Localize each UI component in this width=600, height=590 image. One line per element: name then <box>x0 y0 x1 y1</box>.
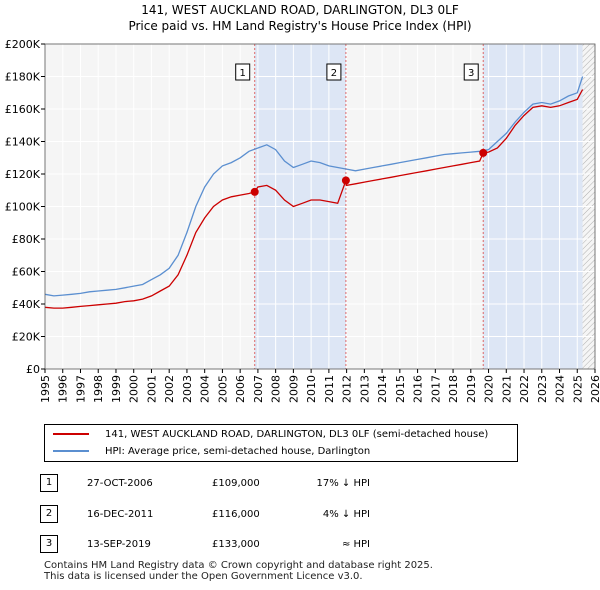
x-tick-label: 2019 <box>465 375 478 403</box>
legend-line-hpi <box>53 450 89 452</box>
x-tick-label: 2011 <box>323 375 336 403</box>
x-tick-label: 2026 <box>589 375 600 403</box>
transaction-date: 16-DEC-2011 <box>87 509 154 520</box>
x-tick-label: 2015 <box>394 375 407 403</box>
transaction-date: 27-OCT-2006 <box>87 478 153 489</box>
x-tick-label: 2024 <box>554 375 567 403</box>
sale-marker-label: 3 <box>468 68 474 79</box>
x-tick-label: 2002 <box>163 375 176 403</box>
legend-line-property <box>53 433 89 435</box>
x-tick-label: 2023 <box>536 375 549 403</box>
transaction-row: 3 13-SEP-2019 £133,000 ≈ HPI <box>40 535 540 553</box>
transaction-number: 2 <box>40 505 58 523</box>
y-tick-label: £140K <box>5 136 41 149</box>
y-tick-label: £120K <box>5 168 41 181</box>
transaction-price: £133,000 <box>212 539 260 550</box>
y-tick-label: £40K <box>12 298 41 311</box>
x-tick-label: 2010 <box>305 375 318 403</box>
sale-point <box>341 176 350 185</box>
x-tick-label: 1995 <box>39 375 52 403</box>
x-tick-label: 2013 <box>358 375 371 403</box>
transaction-hpi-diff: 4% ↓ HPI <box>322 509 370 520</box>
x-tick-label: 2006 <box>234 375 247 403</box>
sale-marker-label: 2 <box>331 68 337 79</box>
footer-copyright: Contains HM Land Registry data © Crown c… <box>44 560 433 571</box>
y-tick-label: £0 <box>26 363 40 376</box>
legend: 141, WEST AUCKLAND ROAD, DARLINGTON, DL3… <box>44 424 518 462</box>
x-tick-label: 2020 <box>483 375 496 403</box>
x-tick-label: 2005 <box>216 375 229 403</box>
x-tick-label: 2016 <box>412 375 425 403</box>
y-tick-label: £100K <box>5 201 41 214</box>
x-tick-label: 2008 <box>270 375 283 403</box>
series-line-hpi <box>44 76 584 297</box>
y-tick-label: £200K <box>5 38 41 51</box>
transaction-hpi-diff: ≈ HPI <box>341 539 370 550</box>
x-tick-label: 2004 <box>199 375 212 403</box>
x-tick-label: 1997 <box>74 375 87 403</box>
transaction-row: 1 27-OCT-2006 £109,000 17% ↓ HPI <box>40 474 540 492</box>
sale-marker-box <box>326 63 342 81</box>
x-tick-label: 2007 <box>252 375 265 403</box>
legend-item-property: 141, WEST AUCKLAND ROAD, DARLINGTON, DL3… <box>53 427 488 443</box>
legend-label-property: 141, WEST AUCKLAND ROAD, DARLINGTON, DL3… <box>105 429 489 440</box>
sale-marker-box <box>463 63 479 81</box>
transaction-date: 13-SEP-2019 <box>87 539 151 550</box>
legend-item-hpi: HPI: Average price, semi-detached house,… <box>53 444 370 460</box>
x-tick-label: 2009 <box>287 375 300 403</box>
transaction-hpi-diff: 17% ↓ HPI <box>316 478 370 489</box>
x-tick-label: 2025 <box>571 375 584 403</box>
y-tick-label: £180K <box>5 71 41 84</box>
sale-point <box>250 187 259 196</box>
y-tick-label: £80K <box>12 233 41 246</box>
x-tick-label: 2018 <box>447 375 460 403</box>
x-tick-label: 1996 <box>57 375 70 403</box>
y-tick-label: £20K <box>12 331 41 344</box>
transaction-price: £116,000 <box>212 509 260 520</box>
sale-marker-box <box>235 63 251 81</box>
x-tick-label: 1999 <box>110 375 123 403</box>
y-tick-label: £160K <box>5 103 41 116</box>
x-tick-label: 2021 <box>500 375 513 403</box>
legend-label-hpi: HPI: Average price, semi-detached house,… <box>105 446 371 457</box>
x-tick-label: 2003 <box>181 375 194 403</box>
sale-marker-label: 1 <box>240 68 246 79</box>
x-tick-label: 2017 <box>429 375 442 403</box>
x-tick-label: 2001 <box>145 375 158 403</box>
x-tick-label: 2014 <box>376 375 389 403</box>
x-tick-label: 2022 <box>518 375 531 403</box>
chart-title: 141, WEST AUCKLAND ROAD, DARLINGTON, DL3… <box>141 3 459 17</box>
sale-point <box>479 148 488 157</box>
transaction-price: £109,000 <box>212 478 260 489</box>
footer-licence: This data is licensed under the Open Gov… <box>44 571 363 582</box>
transaction-number: 3 <box>40 535 58 553</box>
price-chart: 1 2 3 £0 £20K £40K £60K £80K £100K £120K £140K £160… <box>5 38 600 403</box>
transaction-row: 2 16-DEC-2011 £116,000 4% ↓ HPI <box>40 505 540 523</box>
x-tick-label: 2000 <box>128 375 141 403</box>
x-tick-label: 1998 <box>92 375 105 403</box>
chart-subtitle: Price paid vs. HM Land Registry's House … <box>128 19 472 33</box>
series-line-property <box>44 89 584 309</box>
transaction-number: 1 <box>40 474 58 492</box>
y-tick-label: £60K <box>12 266 41 279</box>
x-tick-label: 2012 <box>341 375 354 403</box>
